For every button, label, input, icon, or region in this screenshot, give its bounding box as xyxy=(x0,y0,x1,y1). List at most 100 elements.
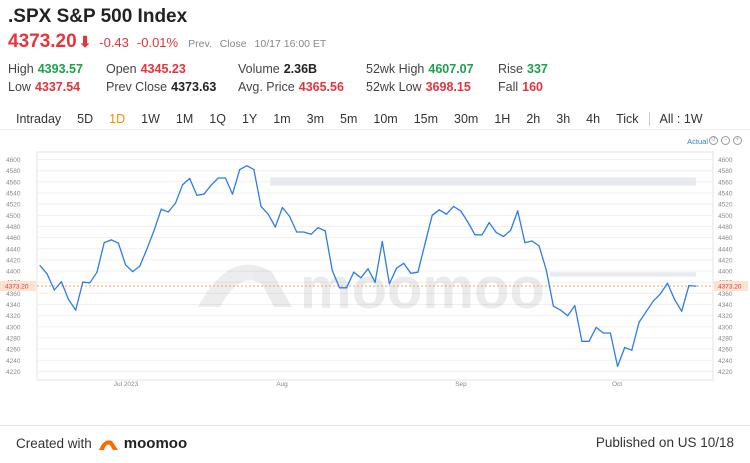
price-chart[interactable]: Actual ↺ − + moomoo 4220 4240 4260 4280 4300… xyxy=(0,132,750,394)
data-point xyxy=(609,332,612,334)
data-point xyxy=(467,221,469,223)
chart-zones xyxy=(270,177,696,277)
y-tick-label: 4580 xyxy=(718,168,733,175)
data-point xyxy=(588,340,590,342)
y-tick-label: 4400 xyxy=(6,269,21,276)
down-arrow-icon: ⬇ xyxy=(78,34,92,51)
tab-3h[interactable]: 3h xyxy=(556,111,571,126)
tab-30m[interactable]: 30m xyxy=(454,111,479,126)
y-tick-label: 4400 xyxy=(718,269,733,276)
y-tick-label: 4360 xyxy=(718,291,733,298)
data-point xyxy=(445,213,448,215)
data-point xyxy=(110,239,112,241)
data-point xyxy=(296,231,298,233)
tab-5m[interactable]: 5m xyxy=(340,111,358,126)
tab-4h[interactable]: 4h xyxy=(586,111,601,126)
tab-1m[interactable]: 1M xyxy=(175,111,194,126)
y-tick-label: 4560 xyxy=(718,179,733,186)
watermark-text: moomoo xyxy=(300,256,545,321)
data-point xyxy=(438,209,440,211)
y-tick-label: 4560 xyxy=(6,179,21,186)
stat-prev-close: Prev Close 4373.63 xyxy=(106,78,216,96)
data-point xyxy=(60,281,62,283)
tab-1h[interactable]: 1H xyxy=(494,111,511,126)
status-prefix: Prev. xyxy=(188,38,212,50)
stat-52wk-low-label: 52wk Low xyxy=(366,80,422,94)
stat-prev-close-value: 4373.63 xyxy=(171,80,217,94)
y-tick-label: 4280 xyxy=(718,335,733,342)
tab-1y[interactable]: 1Y xyxy=(241,111,258,126)
data-point xyxy=(481,234,483,236)
stat-52wk-low-value: 3698.15 xyxy=(425,80,471,94)
data-point xyxy=(82,281,84,283)
stat-52wk-high-value: 4607.07 xyxy=(428,62,474,76)
tab-separator xyxy=(648,111,650,126)
tab-2h[interactable]: 2h xyxy=(526,111,541,126)
data-point xyxy=(624,346,626,349)
gap-zone xyxy=(270,177,696,186)
data-point xyxy=(452,205,455,208)
tab-intraday[interactable]: Intraday xyxy=(16,111,62,126)
data-point xyxy=(474,234,476,236)
stat-fall: Fall 160 xyxy=(498,78,543,96)
chart-grid xyxy=(36,151,714,381)
tab-tick[interactable]: Tick xyxy=(616,111,639,126)
undo-icon[interactable]: ↺ xyxy=(709,136,718,145)
tab-1q[interactable]: 1Q xyxy=(209,111,226,126)
data-point xyxy=(417,271,419,273)
tab-1d[interactable]: 1D xyxy=(109,111,126,126)
tab-1m[interactable]: 1m xyxy=(273,111,291,126)
data-point xyxy=(353,271,355,273)
moomoo-logo-icon xyxy=(98,439,118,450)
tab-10m[interactable]: 10m xyxy=(373,111,398,126)
stat-high-label: High xyxy=(8,62,34,76)
quote-header: .SPX S&P 500 Index 4373.20 ⬇ -0.43 -0.01… xyxy=(8,6,742,53)
data-point xyxy=(574,305,576,307)
data-point xyxy=(395,267,398,269)
stat-prev-close-label: Prev Close xyxy=(106,80,168,94)
zoom-in-icon[interactable]: + xyxy=(733,136,742,145)
data-point xyxy=(410,272,412,274)
tab-15m[interactable]: 15m xyxy=(413,111,439,126)
actual-label[interactable]: Actual xyxy=(687,137,708,146)
data-point xyxy=(517,210,519,212)
data-point xyxy=(531,240,533,242)
current-price-tag-left xyxy=(0,281,36,292)
data-point xyxy=(581,340,583,342)
footer: Created with moomoo Published on US 10/1… xyxy=(0,425,750,459)
stat-rise: Rise 337 xyxy=(498,60,548,78)
data-point xyxy=(260,205,262,208)
last-price: 4373.20 xyxy=(8,31,77,52)
y-tick-label: 4520 xyxy=(6,202,21,209)
data-point xyxy=(203,193,205,195)
data-point xyxy=(96,271,98,273)
chart-svg: moomoo 422042404260428043004320434043604… xyxy=(0,151,748,388)
y-tick-label: 4260 xyxy=(718,347,733,354)
data-point xyxy=(495,232,497,234)
data-point xyxy=(681,310,683,312)
data-point xyxy=(616,365,619,368)
moomoo-logo-text: moomoo xyxy=(123,435,188,452)
data-point xyxy=(552,305,554,307)
data-point xyxy=(189,177,191,180)
tab-1w[interactable]: 1W xyxy=(141,111,160,126)
data-point xyxy=(431,214,433,216)
data-point xyxy=(688,284,690,287)
tab-all-1w[interactable]: All : 1W xyxy=(659,111,703,126)
y-tick-label: 4320 xyxy=(718,313,733,320)
tab-3m[interactable]: 3m xyxy=(306,111,324,126)
period-tabs: Intraday 5D 1D 1W 1M 1Q 1Y 1m 3m 5m 10m 15m 30m 1H 2h 3… xyxy=(0,108,750,130)
tab-5d[interactable]: 5D xyxy=(77,111,94,126)
y-tick-label: 4440 xyxy=(6,246,21,253)
data-point xyxy=(510,229,512,231)
stat-open-label: Open xyxy=(106,62,137,76)
data-point xyxy=(567,315,569,317)
x-tick-label: Aug xyxy=(276,381,288,388)
price-series xyxy=(39,165,697,368)
data-point xyxy=(674,298,676,301)
data-point xyxy=(246,165,248,167)
data-point xyxy=(374,281,376,283)
index-title: .SPX S&P 500 Index xyxy=(8,6,188,27)
plot-frame xyxy=(36,151,714,381)
zoom-out-icon[interactable]: − xyxy=(721,136,730,145)
